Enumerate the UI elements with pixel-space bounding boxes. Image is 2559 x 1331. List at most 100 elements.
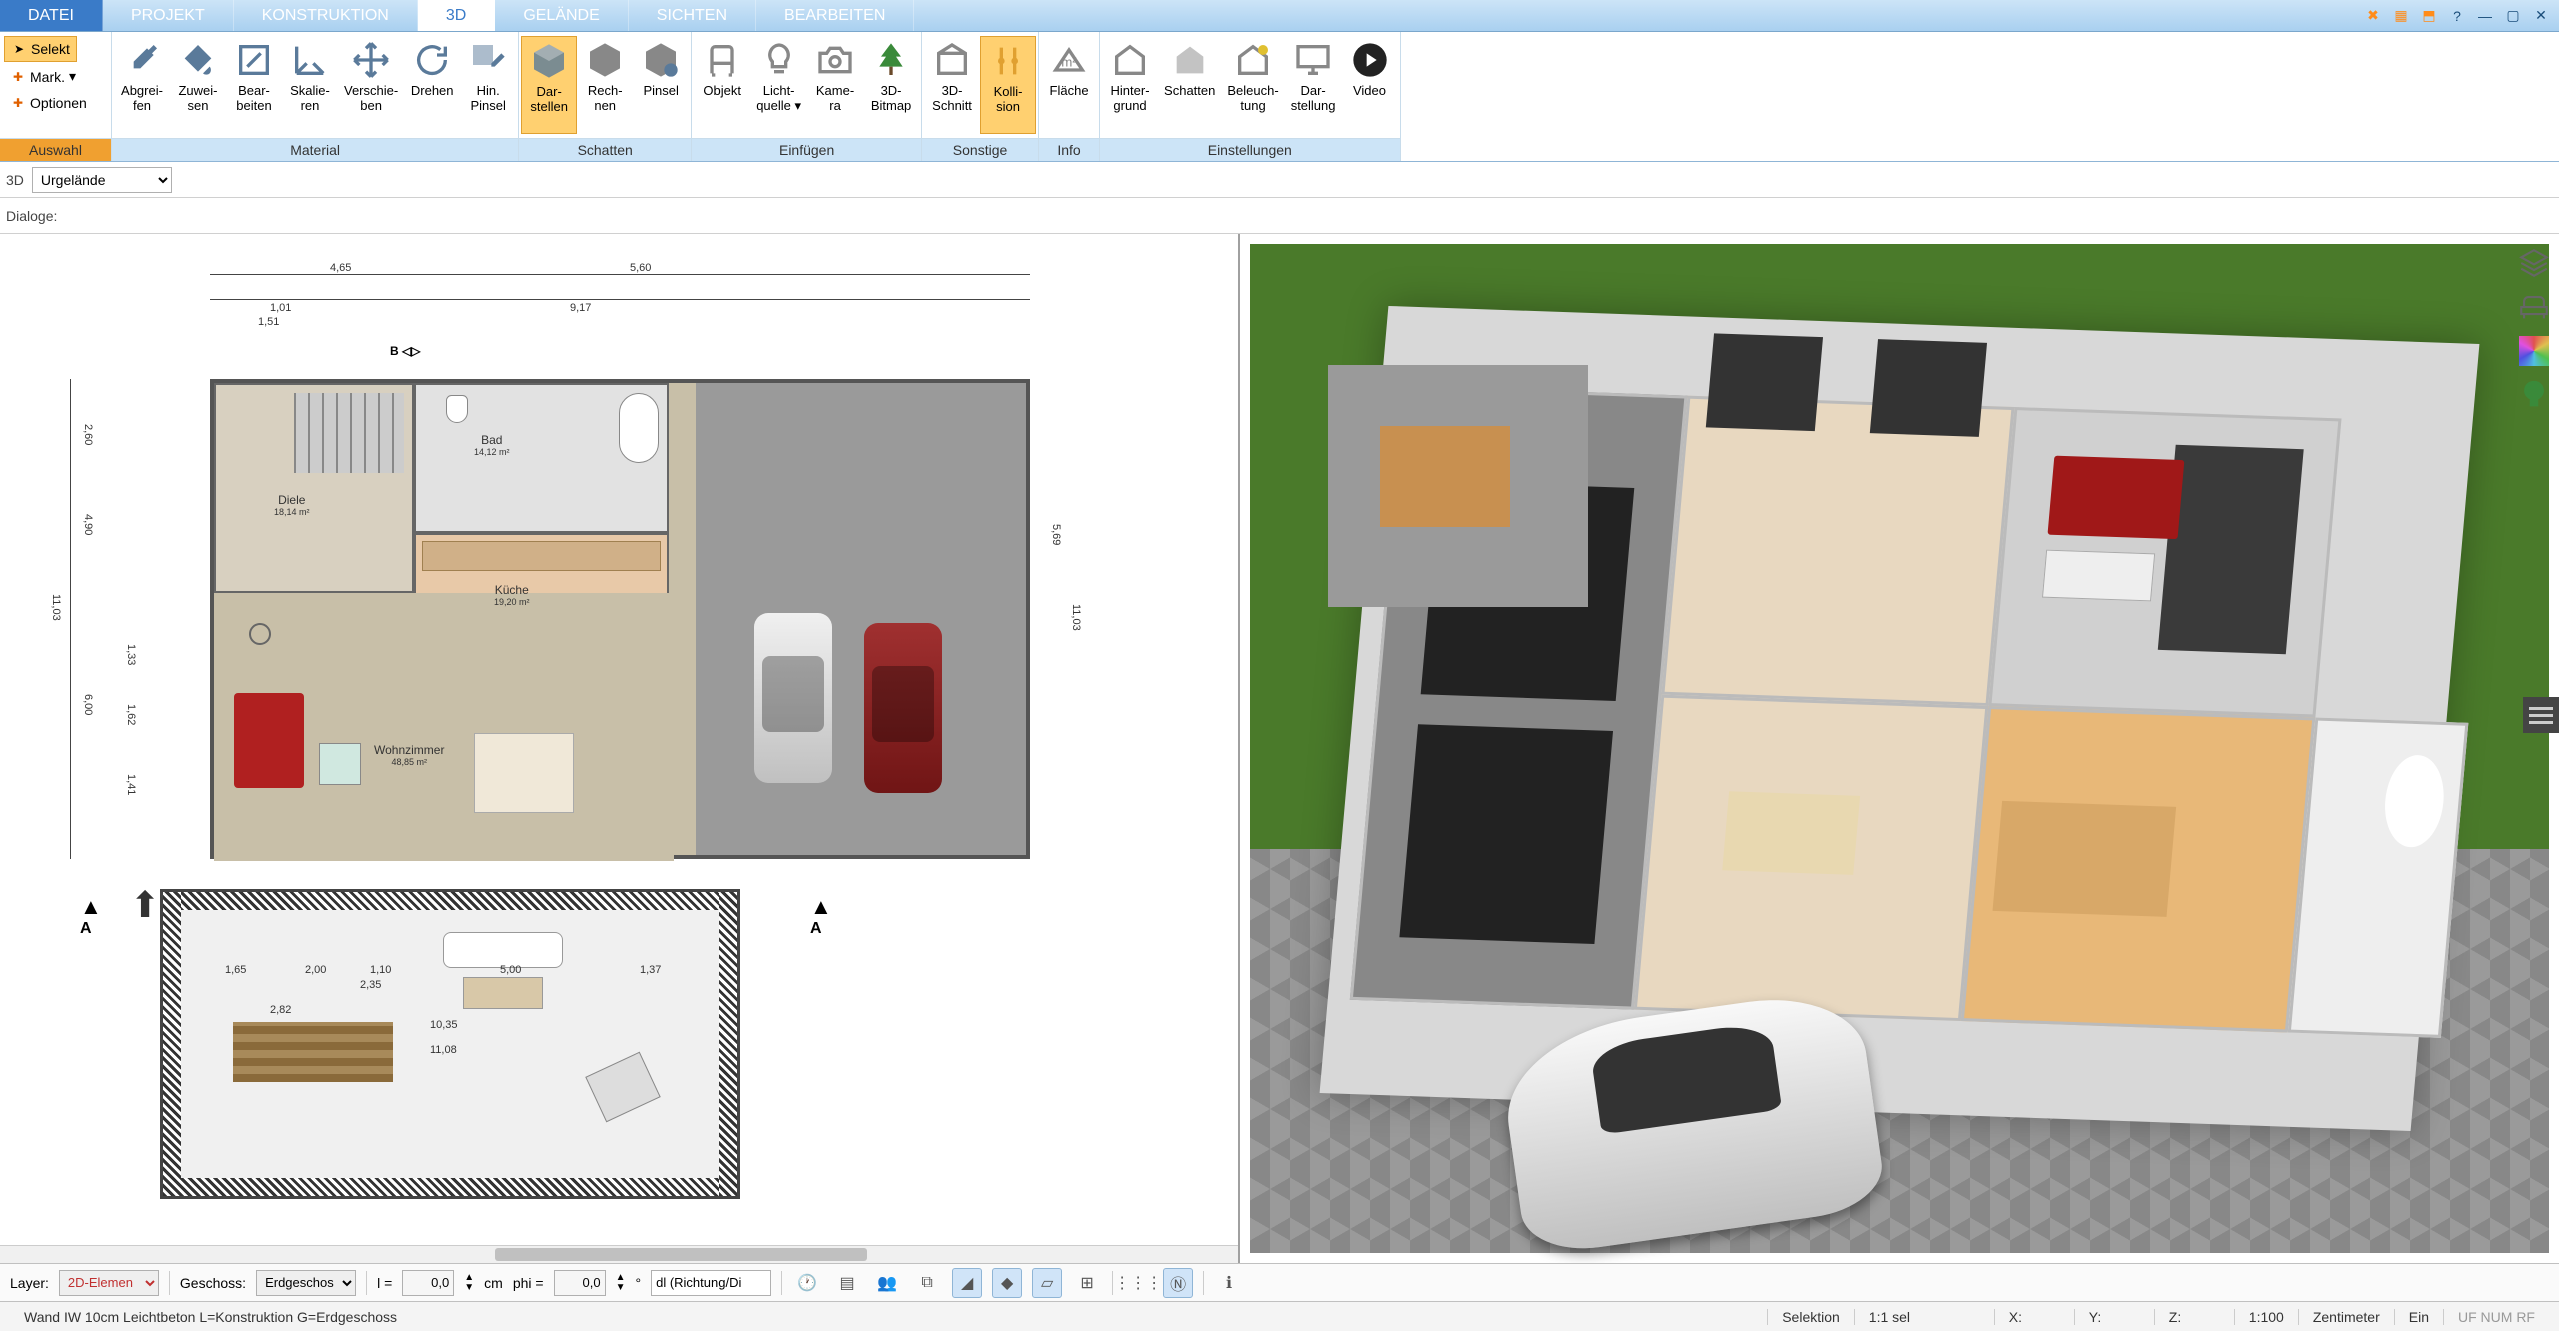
tree-icon <box>871 40 911 80</box>
edit-material-icon <box>234 40 274 80</box>
ribbon-btn-dar-stellung[interactable]: Dar- stellung <box>1285 36 1342 134</box>
menu-tab-datei[interactable]: DATEI <box>0 0 103 31</box>
collision-icon <box>988 41 1028 81</box>
dim-l2-1: 1,33 <box>125 644 137 665</box>
stack-icon[interactable]: ▤ <box>832 1268 862 1298</box>
ribbon-group-material: Abgrei- fenZuwei- senBear- beitenSkalie-… <box>112 32 519 161</box>
subbar-dialoge: Dialoge: <box>0 198 2559 234</box>
help-icon[interactable]: ? <box>2443 4 2471 28</box>
side-panel-handle[interactable] <box>2523 697 2559 733</box>
status-y: Y: <box>2074 1309 2154 1325</box>
chair-icon <box>702 40 742 80</box>
tool-icon-1[interactable]: ▦ <box>2387 4 2415 28</box>
ribbon-btn-kolli-sion[interactable]: Kolli- sion <box>980 36 1036 134</box>
ribbon-btn-hin-pinsel[interactable]: Hin. Pinsel <box>460 36 516 134</box>
cube-icon <box>529 41 569 81</box>
optionen-button[interactable]: ✚ Optionen <box>4 91 93 115</box>
spinner-icon[interactable]: ▲▼ <box>464 1273 474 1293</box>
menu-tab-gelaende[interactable]: GELÄNDE <box>495 0 628 31</box>
house-bg-icon <box>1110 40 1150 80</box>
label-hall: Diele 18,14 m² <box>274 493 310 517</box>
car-red-icon <box>864 623 942 793</box>
dialoge-label: Dialoge: <box>6 208 57 224</box>
ribbon-btn-verschie-ben[interactable]: Verschie- ben <box>338 36 404 134</box>
ribbon-btn-skalie-ren[interactable]: Skalie- ren <box>282 36 338 134</box>
maximize-icon[interactable]: ▢ <box>2499 4 2527 28</box>
terrain-select[interactable]: Urgelände <box>32 167 172 193</box>
ribbon-group-sonstige: 3D- SchnittKolli- sion Sonstige <box>922 32 1039 161</box>
status-z: Z: <box>2154 1309 2234 1325</box>
group-icon[interactable]: 👥 <box>872 1268 902 1298</box>
color-palette-icon[interactable] <box>2517 334 2551 368</box>
outdoor-table-icon <box>463 977 543 1009</box>
ribbon-btn-objekt[interactable]: Objekt <box>694 36 750 134</box>
camera-icon <box>815 40 855 80</box>
menu-tab-bearbeiten[interactable]: BEARBEITEN <box>756 0 914 31</box>
pane-3d[interactable] <box>1240 234 2559 1263</box>
ribbon-btn-bear-beiten[interactable]: Bear- beiten <box>226 36 282 134</box>
layer-select[interactable]: 2D-Elemen <box>59 1270 159 1296</box>
furniture-icon[interactable] <box>2517 290 2551 324</box>
ribbon-btn-fl-che[interactable]: m²Fläche <box>1041 36 1097 134</box>
ribbon-btn-hinter-grund[interactable]: Hinter- grund <box>1102 36 1158 134</box>
ribbon-btn-kame-ra[interactable]: Kame- ra <box>807 36 863 134</box>
brush-bg-icon <box>468 40 508 80</box>
subbar-view: 3D Urgelände <box>0 162 2559 198</box>
snap-grid-icon[interactable]: ⊞ <box>1072 1268 1102 1298</box>
l-input[interactable] <box>402 1270 454 1296</box>
car-white-icon <box>754 613 832 783</box>
grid-icon[interactable]: ⋮⋮⋮ <box>1123 1268 1153 1298</box>
pane-2d[interactable]: 4,65 5,60 9,17 1,01 1,51 2,60 4,90 11,03… <box>0 234 1240 1263</box>
tool-icon-2[interactable]: ⬒ <box>2415 4 2443 28</box>
menu-tab-konstruktion[interactable]: KONSTRUKTION <box>234 0 418 31</box>
mark-button[interactable]: ✚ Mark.▾ <box>4 64 82 89</box>
status-selcount: 1:1 sel <box>1854 1309 1994 1325</box>
ribbon-btn-drehen[interactable]: Drehen <box>404 36 460 134</box>
hscrollbar-2d[interactable] <box>0 1245 1238 1263</box>
layers-icon[interactable] <box>2517 246 2551 280</box>
ribbon-btn-zuwei-sen[interactable]: Zuwei- sen <box>170 36 226 134</box>
deck-boards-icon <box>233 1022 393 1082</box>
nav-icon[interactable]: Ⓝ <box>1163 1268 1193 1298</box>
render-3d-view[interactable] <box>1250 244 2549 1253</box>
close-icon[interactable]: ✕ <box>2527 4 2555 28</box>
app-icon[interactable]: ✖ <box>2359 4 2387 28</box>
scroll-thumb[interactable] <box>495 1248 866 1261</box>
group-label-info: Info <box>1039 138 1099 161</box>
selekt-button[interactable]: ➤ Selekt <box>4 36 77 62</box>
menu-tab-projekt[interactable]: PROJEKT <box>103 0 234 31</box>
copy-icon[interactable]: ⧉ <box>912 1268 942 1298</box>
rotate-icon <box>412 40 452 80</box>
snap-angle-icon[interactable]: ◢ <box>952 1268 982 1298</box>
ribbon-btn-rech-nen[interactable]: Rech- nen <box>577 36 633 134</box>
menu-tab-sichten[interactable]: SICHTEN <box>629 0 756 31</box>
tree-icon[interactable] <box>2517 378 2551 412</box>
ribbon-btn-schatten[interactable]: Schatten <box>1158 36 1221 134</box>
label-living: Wohnzimmer 48,85 m² <box>374 743 444 767</box>
section-b: B ◁▷ <box>390 344 420 358</box>
ribbon-btn-dar-stellen[interactable]: Dar- stellen <box>521 36 577 134</box>
spinner-icon[interactable]: ▲▼ <box>616 1273 626 1293</box>
ribbon-btn-3d-schnitt[interactable]: 3D- Schnitt <box>924 36 980 134</box>
info-icon[interactable]: ℹ <box>1214 1268 1244 1298</box>
floor-select[interactable]: Erdgeschos <box>256 1270 356 1296</box>
menu-tab-3d[interactable]: 3D <box>418 0 495 31</box>
direction-input[interactable] <box>651 1270 771 1296</box>
phi-input[interactable] <box>554 1270 606 1296</box>
ribbon-btn-pinsel[interactable]: Pinsel <box>633 36 689 134</box>
ribbon-btn-3d-bitmap[interactable]: 3D- Bitmap <box>863 36 919 134</box>
hedge-icon <box>163 892 181 1196</box>
clock-icon[interactable]: 🕐 <box>792 1268 822 1298</box>
snap-edge-icon[interactable]: ▱ <box>1032 1268 1062 1298</box>
ribbon-btn-video[interactable]: Video <box>1342 36 1398 134</box>
ribbon: ➤ Selekt ✚ Mark.▾ ✚ Optionen Auswahl Abg… <box>0 32 2559 162</box>
snap-point-icon[interactable]: ◆ <box>992 1268 1022 1298</box>
status-ein: Ein <box>2394 1309 2443 1325</box>
dim-top3-1: 1,01 <box>270 302 291 314</box>
dim-lower-3: 1,10 <box>370 964 391 976</box>
move-icon <box>351 40 391 80</box>
minimize-icon[interactable]: — <box>2471 4 2499 28</box>
ribbon-btn-licht-quelle-[interactable]: Licht- quelle ▾ <box>750 36 807 134</box>
ribbon-btn-abgrei-fen[interactable]: Abgrei- fen <box>114 36 170 134</box>
ribbon-btn-beleuch-tung[interactable]: Beleuch- tung <box>1221 36 1284 134</box>
